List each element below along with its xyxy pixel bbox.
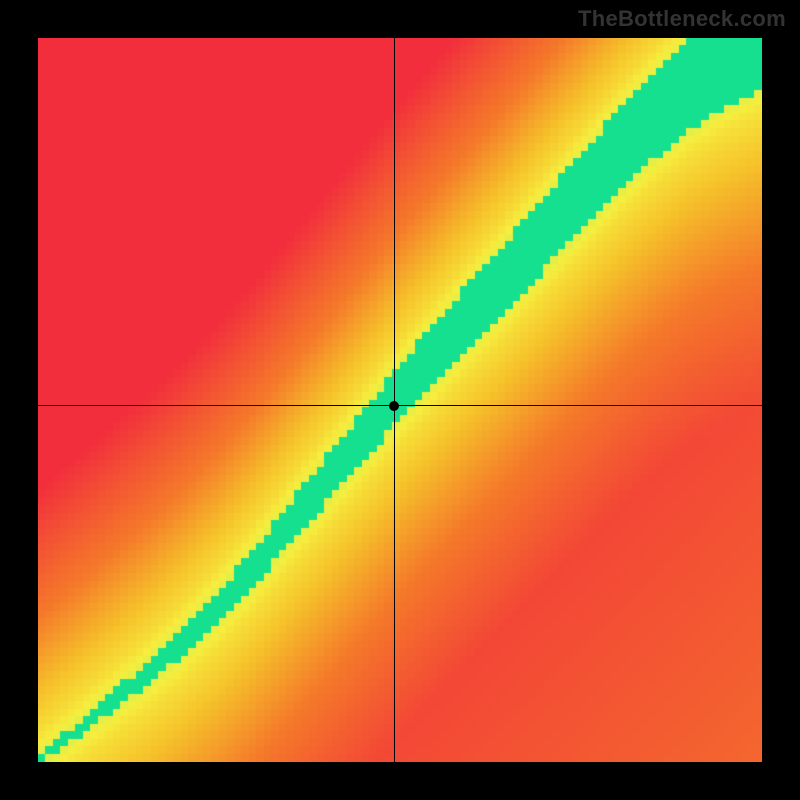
crosshair-marker — [389, 401, 399, 411]
heatmap-canvas — [38, 38, 762, 762]
watermark-text: TheBottleneck.com — [578, 6, 786, 32]
frame-right — [762, 0, 800, 800]
chart-container: TheBottleneck.com — [0, 0, 800, 800]
crosshair-horizontal — [38, 405, 762, 406]
frame-bottom — [0, 762, 800, 800]
frame-left — [0, 0, 38, 800]
